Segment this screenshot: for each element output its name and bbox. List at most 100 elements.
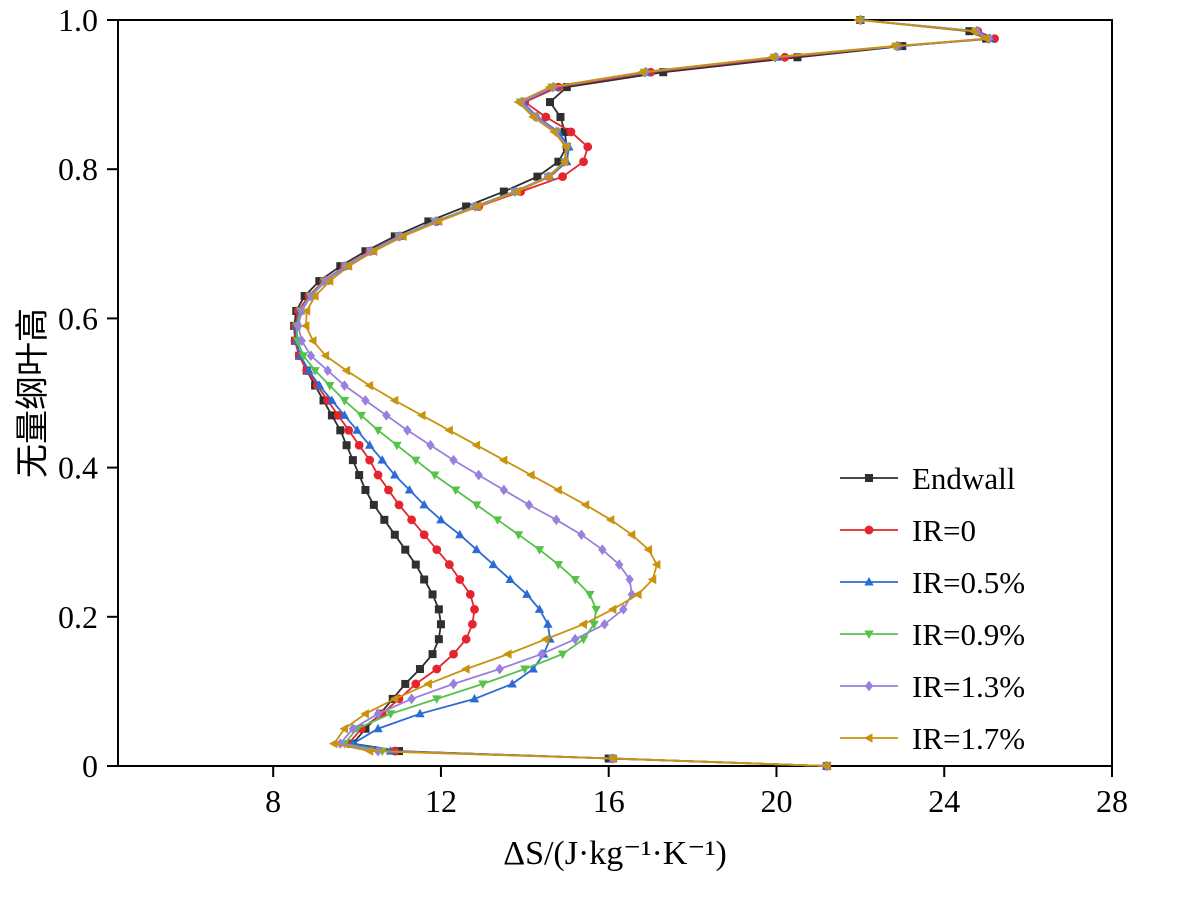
triangle-left-marker — [308, 336, 317, 346]
triangle-left-marker — [853, 15, 862, 25]
triangle-down-marker — [478, 680, 488, 689]
diamond-marker — [524, 499, 534, 511]
triangle-left-marker — [310, 291, 319, 301]
square-marker — [369, 500, 378, 509]
triangle-left-marker — [320, 351, 330, 361]
triangle-left-marker — [559, 157, 569, 167]
circle-marker — [411, 679, 421, 689]
triangle-down-marker — [356, 411, 366, 421]
circle-marker — [449, 649, 458, 659]
triangle-left-marker — [651, 559, 661, 570]
triangle-left-marker — [328, 738, 338, 749]
legend-label: IR=0.9% — [912, 617, 1025, 652]
diamond-marker — [449, 678, 458, 690]
plot-area: 8 12 16 20 24 28 0 0.2 0.4 0.6 0.8 1.0 Endwall IR=0 IR… — [58, 2, 1128, 819]
circle-marker — [465, 590, 475, 599]
triangle-down-marker — [339, 396, 350, 406]
triangle-left-marker — [637, 67, 646, 77]
square-marker — [545, 98, 554, 107]
triangle-down-marker — [492, 516, 503, 525]
triangle-up-marker — [505, 574, 515, 583]
legend-entry: Endwall — [840, 461, 1015, 496]
triangle-down-marker — [432, 695, 442, 704]
diamond-marker — [403, 425, 412, 436]
x-tick-label: 8 — [265, 783, 281, 819]
triangle-left-marker — [553, 485, 562, 495]
square-marker — [434, 605, 443, 614]
triangle-left-marker — [513, 97, 523, 107]
diamond-marker — [577, 529, 586, 541]
circle-marker — [579, 157, 588, 167]
triangle-up-marker — [377, 455, 387, 464]
triangle-left-marker — [526, 470, 535, 480]
triangle-left-marker — [647, 574, 657, 585]
triangle-left-marker — [549, 127, 558, 137]
x-tick-label: 28 — [1096, 783, 1128, 819]
triangle-left-marker — [444, 425, 453, 435]
legend: Endwall IR=0 IR=0.5% IR=0.9% IR=1.3% IR=1.7% — [840, 461, 1025, 756]
square-marker — [554, 157, 563, 166]
square-marker — [361, 485, 370, 494]
triangle-left-marker — [968, 26, 978, 36]
triangle-left-marker — [364, 380, 374, 391]
triangle-left-marker — [864, 733, 873, 743]
triangle-left-marker — [512, 186, 521, 197]
diamond-marker — [449, 454, 458, 466]
square-marker — [348, 456, 357, 465]
square-marker — [560, 127, 569, 136]
circle-marker — [566, 127, 576, 137]
triangle-up-marker — [534, 604, 545, 613]
legend-label: IR=0 — [912, 513, 976, 548]
series-ir-1-7- — [300, 15, 990, 771]
triangle-up-marker — [543, 619, 553, 628]
circle-marker — [419, 530, 429, 540]
circle-marker — [461, 634, 471, 644]
series-ir-0-9- — [291, 16, 993, 771]
diamond-marker — [297, 335, 306, 347]
y-tick-label: 0 — [82, 748, 98, 784]
square-marker — [355, 471, 364, 480]
triangle-left-marker — [398, 231, 407, 242]
square-marker — [865, 474, 873, 482]
triangle-left-marker — [540, 634, 550, 644]
diamond-marker — [537, 648, 546, 660]
triangle-up-marker — [373, 723, 383, 733]
triangle-down-marker — [520, 665, 530, 675]
triangle-left-marker — [339, 724, 348, 734]
diamond-marker — [340, 380, 349, 391]
y-tick-label: 0.4 — [58, 450, 98, 486]
square-marker — [401, 679, 410, 688]
triangle-down-marker — [310, 367, 320, 376]
circle-marker — [384, 485, 393, 495]
square-marker — [424, 217, 433, 226]
series-endwall — [290, 16, 991, 770]
circle-marker — [432, 545, 442, 555]
triangle-down-marker — [411, 456, 421, 466]
triangle-down-marker — [557, 650, 568, 660]
diamond-marker — [598, 544, 607, 555]
series-line — [297, 19, 993, 767]
triangle-left-marker — [578, 619, 588, 629]
square-marker — [428, 590, 437, 599]
triangle-down-marker — [298, 352, 309, 361]
triangle-down-marker — [392, 441, 402, 451]
legend-entry: IR=0.9% — [840, 617, 1025, 652]
triangle-up-marker — [528, 664, 538, 673]
triangle-up-marker — [469, 693, 480, 703]
series-ir-0 — [290, 15, 999, 771]
square-marker — [434, 635, 443, 644]
circle-marker — [470, 604, 479, 614]
square-marker — [436, 620, 445, 629]
square-marker — [380, 515, 389, 524]
triangle-up-marker — [864, 577, 874, 586]
triangle-left-marker — [821, 761, 831, 771]
diamond-marker — [625, 574, 634, 585]
square-marker — [415, 665, 424, 674]
diamond-marker — [474, 469, 483, 481]
circle-marker — [558, 172, 567, 182]
triangle-left-marker — [360, 709, 369, 719]
square-marker — [533, 172, 542, 181]
series-line — [295, 19, 994, 767]
series-line — [294, 19, 995, 767]
series-line — [304, 19, 990, 767]
